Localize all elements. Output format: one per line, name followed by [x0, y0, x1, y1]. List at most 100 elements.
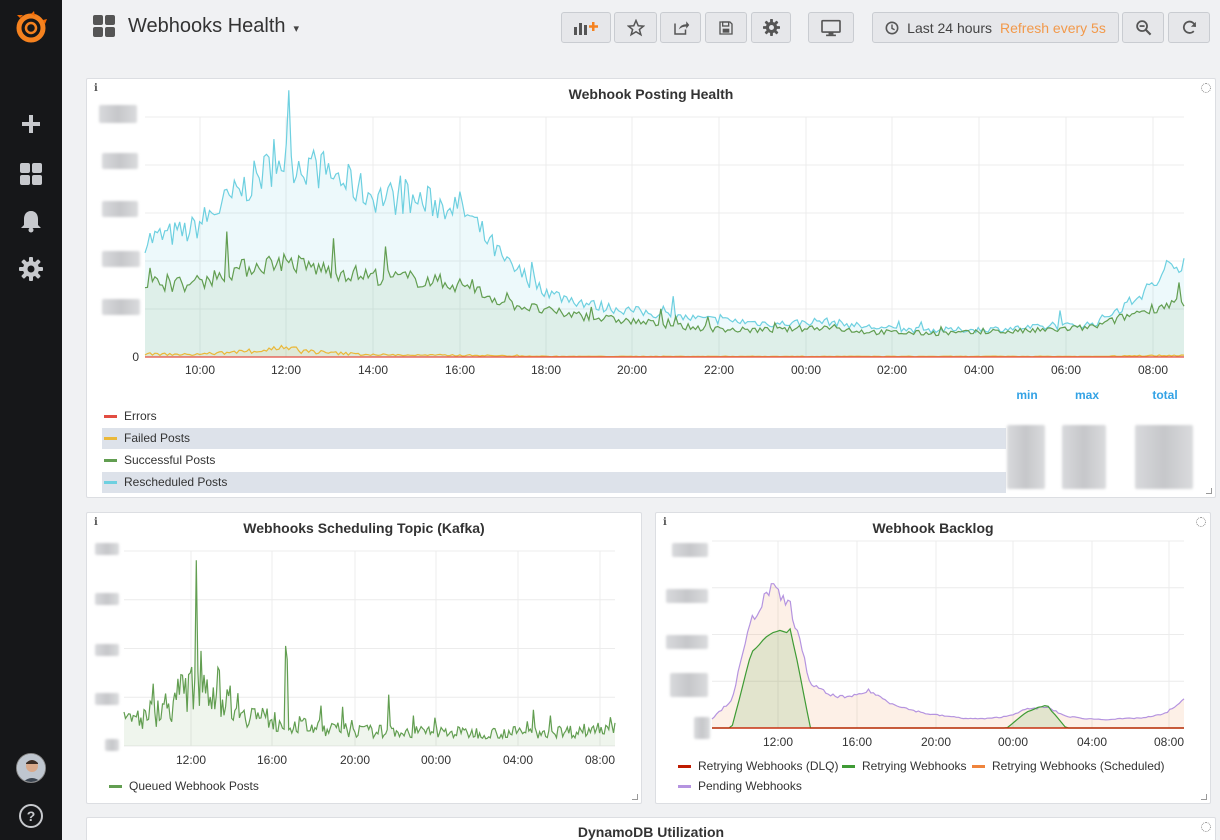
series-rescheduled-posts-area — [145, 90, 1184, 358]
x-tick-label: 16:00 — [842, 735, 872, 749]
legend-item-errors[interactable]: Errors — [104, 409, 157, 423]
kafka-chart[interactable]: 12:00 16:00 20:00 00:00 04:00 08:00 — [87, 513, 643, 778]
gear-icon — [762, 19, 780, 36]
posting-health-chart[interactable]: 10:00 12:00 14:00 16:00 18:00 20:00 22:00 00:00… — [87, 79, 1217, 379]
y-tick-label: 0 — [132, 350, 139, 364]
zoom-out-button[interactable] — [1122, 12, 1164, 43]
y-tick-label — [102, 201, 138, 217]
x-tick-label: 20:00 — [921, 735, 951, 749]
legend-label: Successful Posts — [124, 453, 216, 467]
dashboard-picker[interactable]: Webhooks Health ▾ — [92, 14, 299, 38]
help-icon[interactable]: ? — [0, 796, 62, 836]
x-tick-label: 06:00 — [1051, 363, 1081, 377]
x-tick-label: 20:00 — [340, 753, 370, 767]
x-tick-label: 02:00 — [877, 363, 907, 377]
panel-title[interactable]: Webhook Backlog — [872, 520, 994, 536]
series-successful-posts-area — [145, 231, 1184, 357]
legend-row-failed-bg — [102, 428, 1006, 449]
x-tick-label: 12:00 — [176, 753, 206, 767]
save-button[interactable] — [705, 12, 747, 43]
resize-handle[interactable] — [1201, 794, 1207, 800]
series-successful-posts-line — [144, 231, 1185, 337]
legend-row-rescheduled-bg — [102, 472, 1006, 493]
gear-icon[interactable] — [0, 249, 62, 289]
stat-header-max[interactable]: max — [1074, 388, 1100, 402]
x-tick-label: 04:00 — [1077, 735, 1107, 749]
bell-icon[interactable] — [0, 201, 62, 241]
y-tick-label — [99, 105, 137, 123]
legend-label: Pending Webhooks — [698, 779, 802, 793]
share-button[interactable] — [660, 12, 701, 43]
legend-item-successful-posts[interactable]: Successful Posts — [104, 453, 215, 467]
resize-handle[interactable] — [632, 794, 638, 800]
legend-swatch — [678, 784, 691, 788]
legend-swatch — [972, 764, 985, 768]
plus-icon[interactable] — [0, 104, 62, 144]
resize-handle[interactable] — [1206, 488, 1212, 494]
info-icon[interactable]: i — [94, 83, 98, 94]
panel-kafka: i Webhooks Scheduling Topic (Kafka) 12:0… — [86, 512, 642, 804]
x-tick-label: 16:00 — [445, 363, 475, 377]
info-icon[interactable]: i — [94, 517, 98, 528]
x-tick-label: 00:00 — [791, 363, 821, 377]
panel-title[interactable]: Webhook Posting Health — [568, 86, 734, 102]
legend-item-rescheduled-posts[interactable]: Rescheduled Posts — [104, 475, 227, 489]
grafana-logo-icon[interactable] — [0, 8, 62, 48]
dashboards-icon[interactable] — [0, 154, 62, 194]
x-tick-label: 08:00 — [1138, 363, 1168, 377]
star-icon — [626, 18, 645, 36]
monitor-icon — [821, 19, 841, 36]
y-tick-label — [666, 635, 708, 649]
x-tick-label: 20:00 — [617, 363, 647, 377]
loading-indicator-icon — [1196, 517, 1206, 527]
tv-mode-button[interactable] — [808, 12, 854, 43]
series-queued-webhook-posts-area — [124, 560, 615, 746]
time-picker-button[interactable]: Last 24 hours Refresh every 5s — [872, 12, 1119, 43]
time-range-label: Last 24 hours — [907, 19, 992, 36]
backlog-chart[interactable]: 12:00 16:00 20:00 00:00 04:00 08:00 — [656, 513, 1212, 758]
y-tick-label — [95, 543, 119, 555]
x-tick-label: 08:00 — [1154, 735, 1184, 749]
refresh-button[interactable] — [1168, 12, 1210, 43]
panel-title[interactable]: Webhooks Scheduling Topic (Kafka) — [243, 520, 485, 536]
legend-label: Retrying Webhooks (DLQ) — [698, 759, 839, 773]
y-tick-label — [666, 589, 708, 603]
legend-swatch — [104, 480, 117, 484]
y-tick-label — [95, 593, 119, 605]
legend-item-queued-webhook-posts[interactable]: Queued Webhook Posts — [109, 779, 259, 793]
dashboard-title: Webhooks Health — [128, 14, 286, 37]
series-pending-webhooks-area — [712, 583, 1184, 728]
y-tick-label — [672, 543, 708, 557]
clock-icon — [885, 21, 899, 34]
legend-item-pending-webhooks[interactable]: Pending Webhooks — [678, 779, 802, 793]
legend-label: Queued Webhook Posts — [129, 779, 259, 793]
y-tick-label — [102, 299, 140, 315]
stat-header-min[interactable]: min — [1016, 388, 1038, 402]
topbar: Webhooks Health ▾ Last 24 hours Refresh … — [62, 0, 1220, 56]
y-tick-label — [694, 717, 710, 739]
legend-swatch — [104, 414, 117, 418]
legend-item-retrying-webhooks[interactable]: Retrying Webhooks — [842, 759, 967, 773]
settings-button[interactable] — [751, 12, 791, 43]
series-rescheduled-posts-line — [144, 90, 1185, 335]
y-tick-label — [102, 153, 138, 169]
stat-values-max — [1062, 425, 1106, 489]
loading-indicator-icon — [1201, 822, 1211, 832]
x-tick-label: 12:00 — [271, 363, 301, 377]
panel-title[interactable]: DynamoDB Utilization — [577, 824, 725, 840]
avatar[interactable] — [0, 748, 62, 788]
info-icon[interactable]: i — [663, 517, 667, 528]
series-pending-webhooks-line — [711, 583, 1185, 721]
legend-item-failed-posts[interactable]: Failed Posts — [104, 431, 190, 445]
help-label: ? — [19, 804, 43, 828]
legend-item-retrying-scheduled[interactable]: Retrying Webhooks (Scheduled) — [972, 759, 1165, 773]
loading-indicator-icon — [1201, 83, 1211, 93]
legend-item-retrying-dlq[interactable]: Retrying Webhooks (DLQ) — [678, 759, 839, 773]
y-tick-label — [95, 693, 119, 705]
star-button[interactable] — [614, 12, 657, 43]
stat-header-total[interactable]: total — [1152, 388, 1178, 402]
dashboards-icon — [93, 15, 115, 37]
x-tick-label: 22:00 — [704, 363, 734, 377]
add-panel-button[interactable] — [561, 12, 611, 43]
panel-dynamodb: DynamoDB Utilization — [86, 817, 1216, 840]
